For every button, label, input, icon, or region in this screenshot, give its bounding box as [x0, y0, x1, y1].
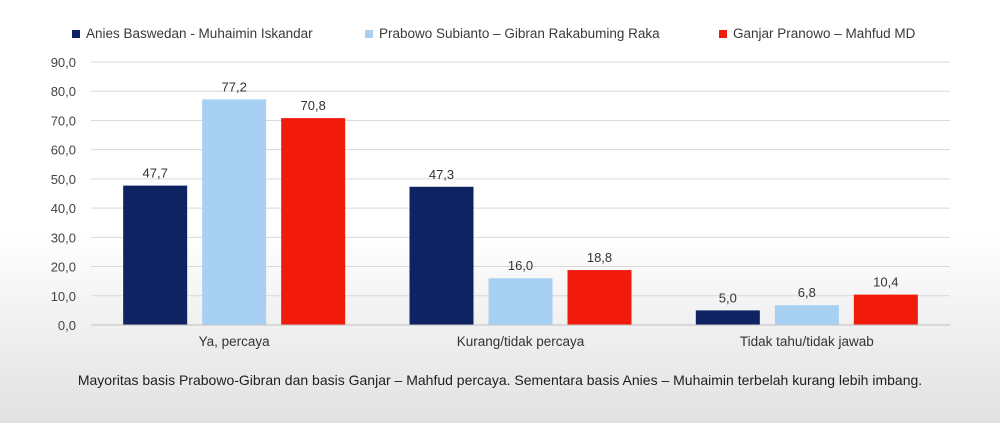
y-tick-label: 60,0: [51, 143, 76, 158]
bar: [281, 118, 346, 326]
y-tick-label: 40,0: [51, 201, 76, 216]
bar: [695, 310, 760, 325]
data-label: 70,8: [301, 98, 326, 113]
x-tick-label: Kurang/tidak percaya: [457, 334, 585, 349]
x-tick-label: Ya, percaya: [199, 334, 271, 349]
chart-legend: Anies Baswedan - Muhaimin Iskandar Prabo…: [0, 26, 1000, 44]
data-label: 16,0: [508, 258, 533, 273]
data-label: 5,0: [719, 290, 737, 305]
bar: [409, 186, 474, 325]
y-tick-label: 70,0: [51, 113, 76, 128]
y-tick-label: 90,0: [51, 55, 76, 70]
y-tick-label: 80,0: [51, 84, 76, 99]
bar: [202, 99, 267, 325]
legend-swatch-prabowo: [365, 29, 373, 38]
data-label: 18,8: [587, 250, 612, 265]
data-label: 10,4: [873, 275, 898, 290]
y-tick-label: 10,0: [51, 289, 76, 304]
y-tick-label: 0,0: [58, 318, 76, 333]
legend-item-prabowo: Prabowo Subianto – Gibran Rakabuming Rak…: [365, 26, 660, 41]
data-label: 47,3: [429, 167, 454, 182]
legend-label-prabowo: Prabowo Subianto – Gibran Rakabuming Rak…: [379, 26, 660, 41]
legend-item-anies: Anies Baswedan - Muhaimin Iskandar: [72, 26, 313, 41]
data-label: 6,8: [798, 285, 816, 300]
bar: [123, 185, 188, 325]
legend-item-ganjar: Ganjar Pranowo – Mahfud MD: [719, 26, 915, 41]
data-label: 77,2: [222, 79, 247, 94]
bar: [853, 294, 918, 325]
x-tick-label: Tidak tahu/tidak jawab: [740, 334, 874, 349]
bar: [567, 270, 632, 325]
data-label: 47,7: [143, 166, 168, 181]
legend-swatch-anies: [72, 29, 80, 38]
y-tick-label: 50,0: [51, 172, 76, 187]
legend-label-ganjar: Ganjar Pranowo – Mahfud MD: [733, 26, 916, 41]
bar-chart: 0,0 10,0 20,0 30,0 40,0 50,0 60,0 70,0 80,0 90,0 4…: [51, 55, 950, 349]
bar: [774, 305, 839, 325]
chart-caption: Mayoritas basis Prabowo-Gibran dan basis…: [77, 372, 923, 388]
legend-label-anies: Anies Baswedan - Muhaimin Iskandar: [86, 26, 313, 41]
y-tick-label: 30,0: [51, 230, 76, 245]
bar: [488, 278, 553, 325]
y-tick-label: 20,0: [51, 260, 76, 275]
legend-swatch-ganjar: [719, 29, 727, 38]
